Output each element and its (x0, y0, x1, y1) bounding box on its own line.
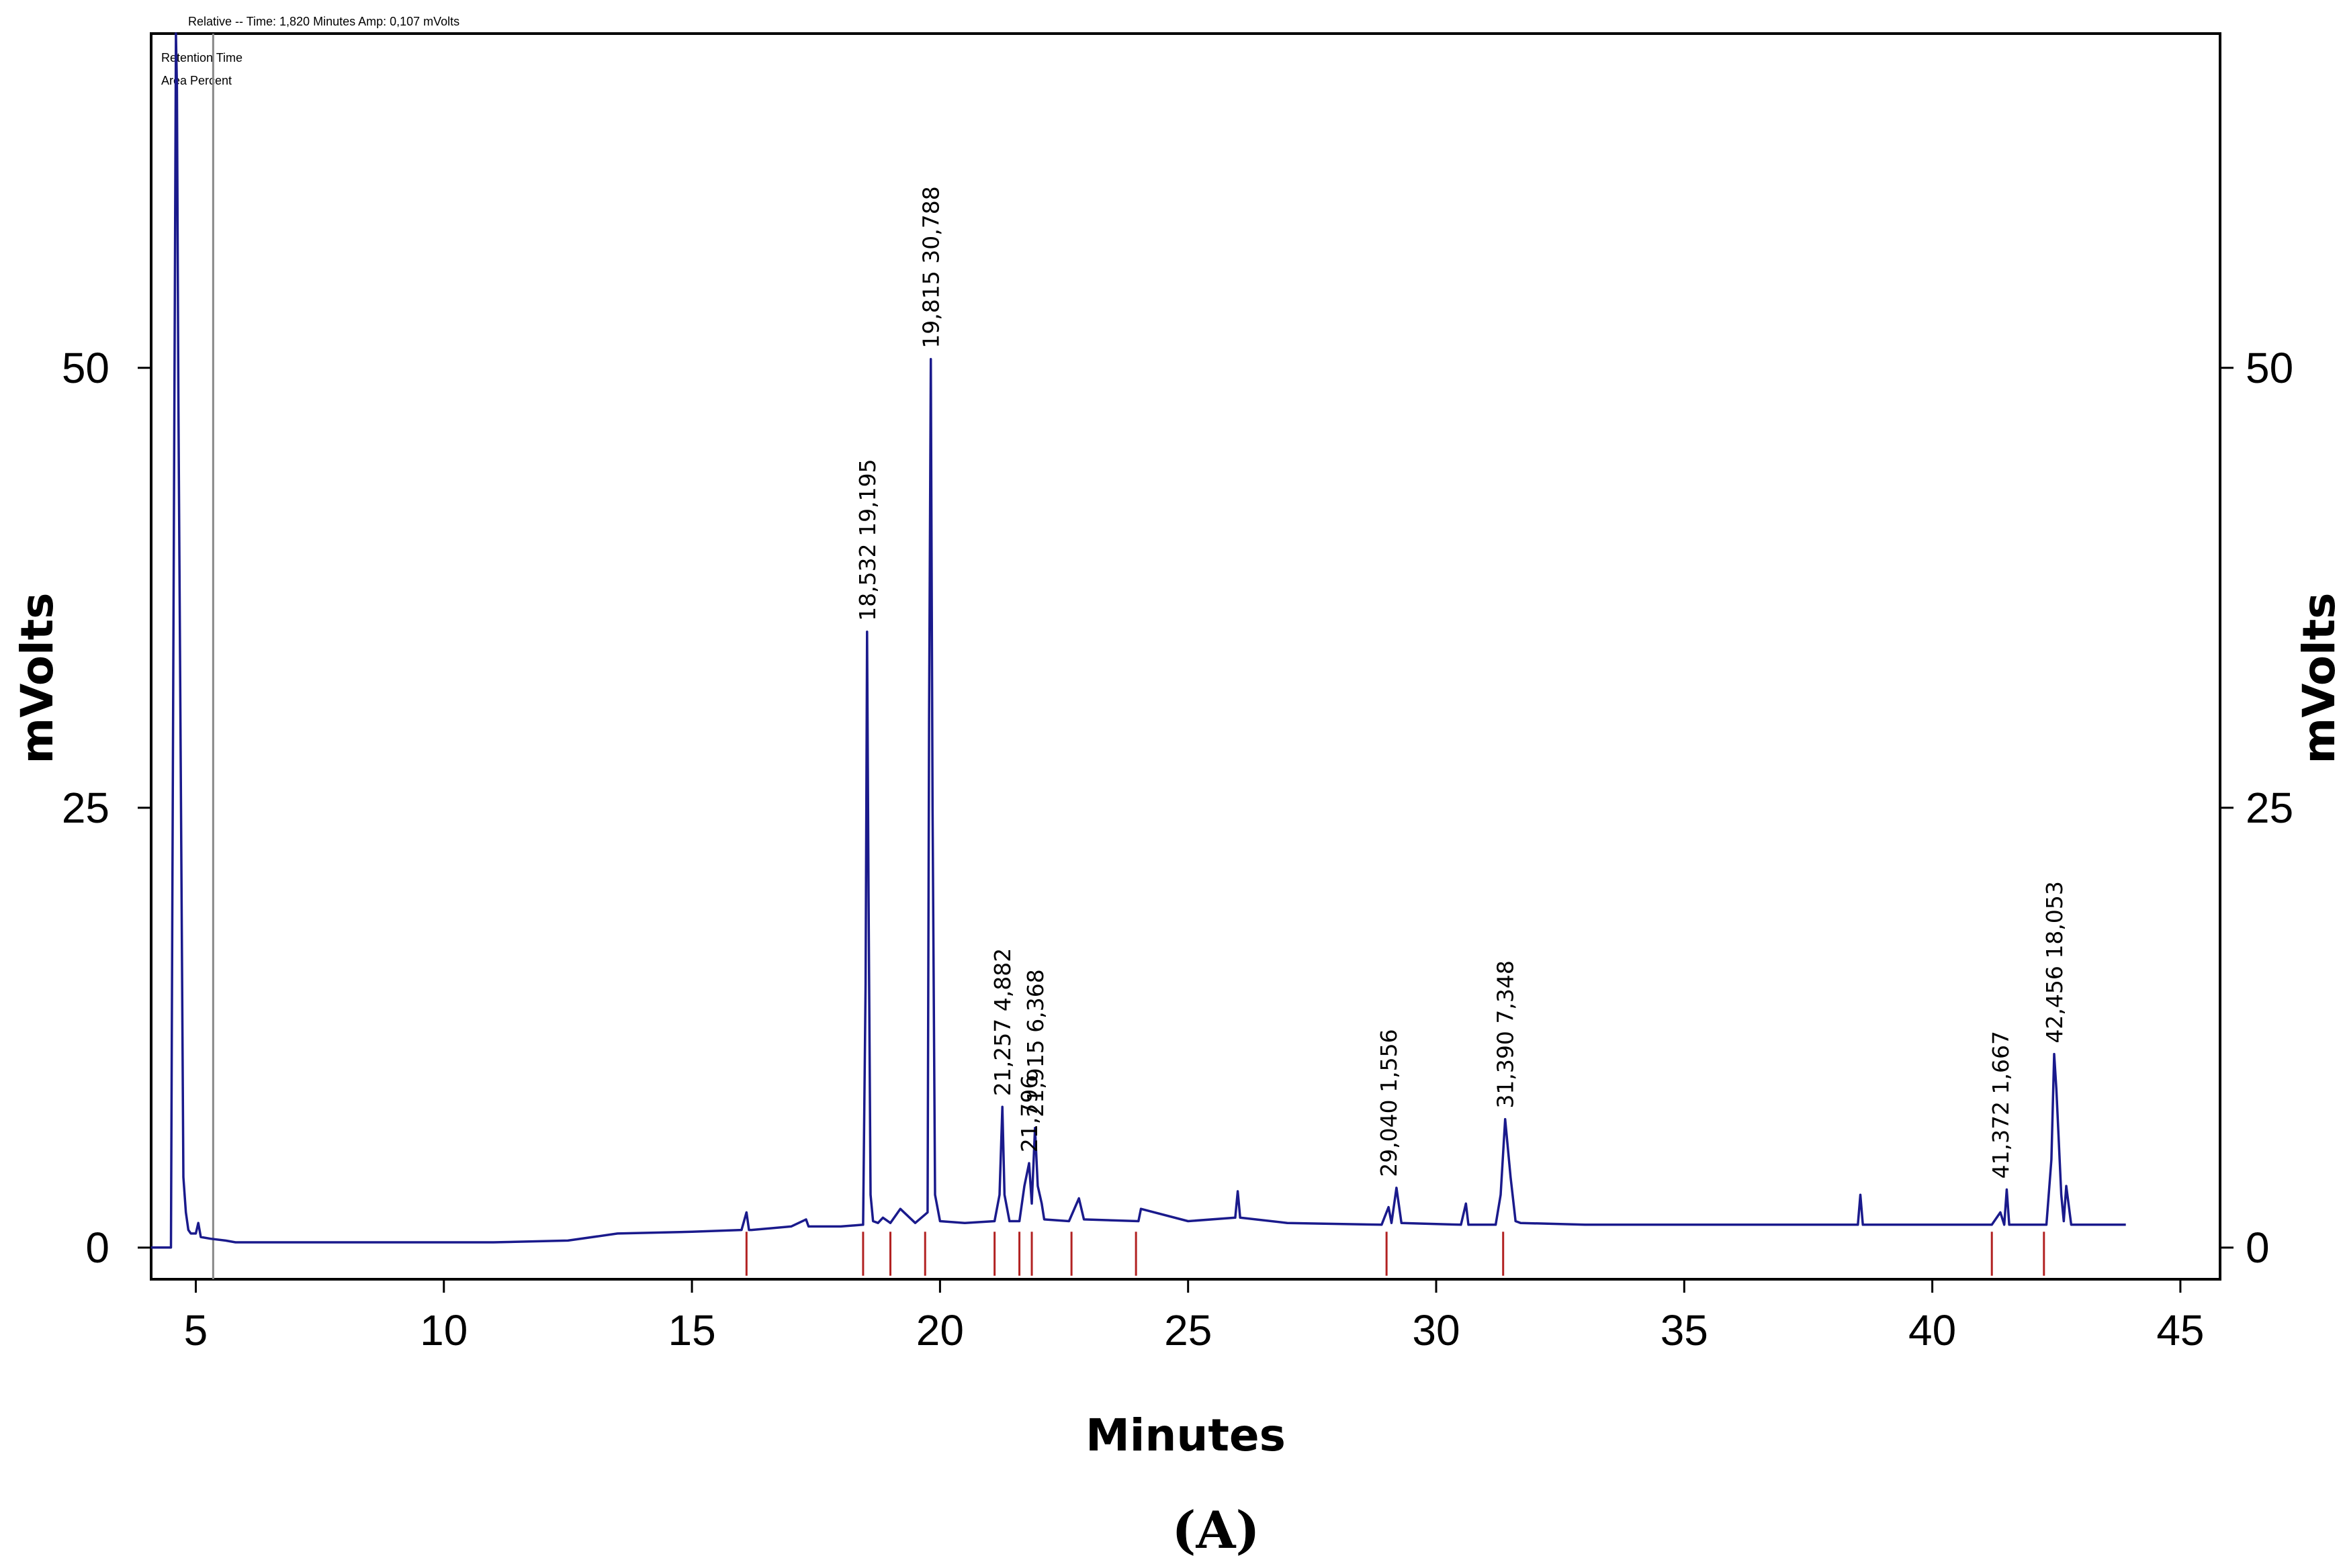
peak-labels: 18,532 19,195 19,815 30,788 21,257 4,88221… (854, 186, 2068, 1179)
overlay-retention-time: Retention Time (161, 51, 242, 64)
peak-label: 21,915 6,368 (1022, 969, 1049, 1117)
x-tick-label: 20 (916, 1306, 964, 1354)
y-tick-label-left: 25 (62, 784, 109, 832)
peak-label: 21,257 4,882 (989, 948, 1016, 1096)
y-tick-label-right: 25 (2246, 784, 2293, 832)
figure-label: (A) (1172, 1500, 1260, 1560)
baseline-markers (745, 1232, 2045, 1276)
y-tick-label-right: 50 (2246, 344, 2293, 392)
x-tick-label: 30 (1412, 1306, 1460, 1354)
header-status-text: Relative -- Time: 1,820 Minutes Amp: 0,1… (188, 15, 459, 28)
x-tick-label: 25 (1164, 1306, 1212, 1354)
chromatogram-trace (151, 32, 2126, 1249)
x-tick-label: 45 (2156, 1306, 2204, 1354)
peak-label: 42,456 18,053 (2041, 881, 2068, 1043)
peak-label: 31,390 7,348 (1493, 960, 1519, 1108)
peak-label: 21,796 (1016, 1075, 1043, 1152)
x-axis-title: Minutes (1086, 1410, 1286, 1461)
x-tick-label: 5 (184, 1306, 208, 1354)
x-tick-label: 10 (420, 1306, 468, 1354)
overlay-area-percent: Area Percent (161, 74, 232, 87)
x-tick-label: 35 (1661, 1306, 1708, 1354)
y-tick-label-left: 50 (62, 344, 109, 392)
x-axis-ticks: 5 10 15 20 25 30 35 40 45 (184, 1279, 2205, 1354)
x-tick-label: 40 (1908, 1306, 1956, 1354)
y-tick-label-left: 0 (85, 1224, 109, 1272)
peak-label: 29,040 1,556 (1376, 1029, 1402, 1177)
y-axis-title-right: mVolts (2293, 592, 2343, 764)
x-tick-label: 15 (668, 1306, 715, 1354)
peak-label: 41,372 1,667 (1988, 1031, 2014, 1179)
y-tick-label-right: 0 (2246, 1224, 2270, 1272)
y-axis-ticks: 0 0 25 25 50 50 (62, 344, 2293, 1272)
plot-frame (150, 32, 2221, 1281)
peak-label: 19,815 30,788 (918, 186, 944, 348)
peak-label: 18,532 19,195 (854, 459, 881, 620)
y-axis-title-left: mVolts (11, 592, 63, 764)
